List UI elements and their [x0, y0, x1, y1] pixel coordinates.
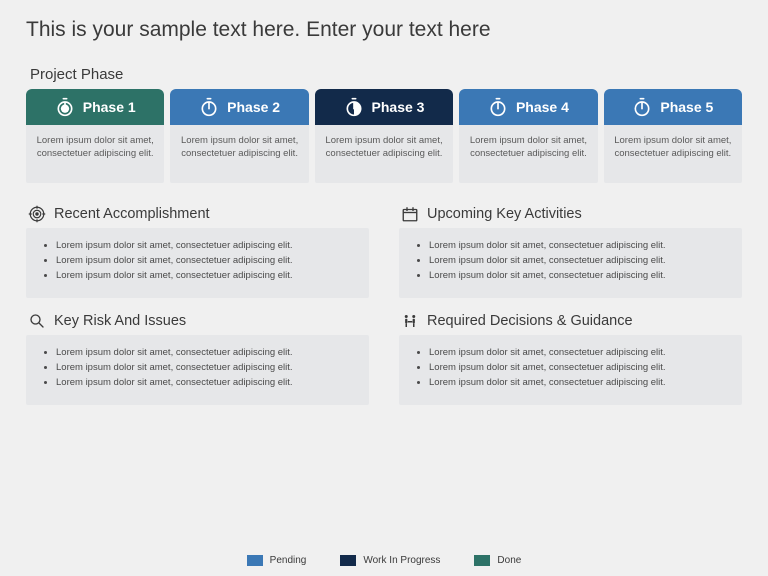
list-item: Lorem ipsum dolor sit amet, consectetuer…	[56, 253, 357, 268]
sections-grid: Recent Accomplishment Lorem ipsum dolor …	[26, 205, 742, 419]
phase-5-label: Phase 5	[660, 99, 713, 115]
project-phase-label: Project Phase	[30, 66, 742, 83]
phases-row: Phase 1 Lorem ipsum dolor sit amet, cons…	[26, 89, 742, 183]
list-item: Lorem ipsum dolor sit amet, consectetuer…	[56, 375, 357, 390]
section-upcoming-activities: Upcoming Key Activities Lorem ipsum dolo…	[399, 205, 742, 298]
legend-done: Done	[474, 555, 521, 566]
phase-1-desc: Lorem ipsum dolor sit amet, consectetuer…	[26, 125, 164, 183]
phase-1: Phase 1 Lorem ipsum dolor sit amet, cons…	[26, 89, 164, 183]
list-item: Lorem ipsum dolor sit amet, consectetuer…	[56, 360, 357, 375]
list-item: Lorem ipsum dolor sit amet, consectetuer…	[429, 253, 730, 268]
people-meeting-icon	[401, 312, 419, 330]
phase-3-header: Phase 3	[315, 89, 453, 125]
section-title: Key Risk And Issues	[54, 313, 186, 329]
list-item: Lorem ipsum dolor sit amet, consectetuer…	[429, 268, 730, 283]
phase-1-header: Phase 1	[26, 89, 164, 125]
phase-2: Phase 2 Lorem ipsum dolor sit amet, cons…	[170, 89, 308, 183]
phase-2-desc: Lorem ipsum dolor sit amet, consectetuer…	[170, 125, 308, 183]
phase-4-header: Phase 4	[459, 89, 597, 125]
section-head: Recent Accomplishment	[26, 205, 369, 223]
section-head: Key Risk And Issues	[26, 312, 369, 330]
section-body: Lorem ipsum dolor sit amet, consectetuer…	[26, 228, 369, 298]
legend-wip: Work In Progress	[340, 555, 440, 566]
section-key-risk: Key Risk And Issues Lorem ipsum dolor si…	[26, 312, 369, 405]
legend-pending: Pending	[247, 555, 307, 566]
phase-2-header: Phase 2	[170, 89, 308, 125]
section-recent-accomplishment: Recent Accomplishment Lorem ipsum dolor …	[26, 205, 369, 298]
section-title: Required Decisions & Guidance	[427, 313, 633, 329]
sections-left-col: Recent Accomplishment Lorem ipsum dolor …	[26, 205, 369, 419]
legend-swatch	[474, 555, 490, 566]
section-head: Required Decisions & Guidance	[399, 312, 742, 330]
phase-3-label: Phase 3	[372, 99, 425, 115]
section-title: Recent Accomplishment	[54, 206, 210, 222]
section-head: Upcoming Key Activities	[399, 205, 742, 223]
phase-5-desc: Lorem ipsum dolor sit amet, consectetuer…	[604, 125, 742, 183]
list-item: Lorem ipsum dolor sit amet, consectetuer…	[56, 238, 357, 253]
stopwatch-icon	[488, 97, 508, 117]
list-item: Lorem ipsum dolor sit amet, consectetuer…	[429, 375, 730, 390]
phase-4-label: Phase 4	[516, 99, 569, 115]
legend-label: Work In Progress	[363, 555, 440, 566]
list-item: Lorem ipsum dolor sit amet, consectetuer…	[429, 360, 730, 375]
calendar-icon	[401, 205, 419, 223]
section-required-decisions: Required Decisions & Guidance Lorem ipsu…	[399, 312, 742, 405]
stopwatch-icon	[632, 97, 652, 117]
stopwatch-icon	[199, 97, 219, 117]
list-item: Lorem ipsum dolor sit amet, consectetuer…	[56, 268, 357, 283]
phase-4: Phase 4 Lorem ipsum dolor sit amet, cons…	[459, 89, 597, 183]
phase-2-label: Phase 2	[227, 99, 280, 115]
phase-3: Phase 3 Lorem ipsum dolor sit amet, cons…	[315, 89, 453, 183]
phase-3-desc: Lorem ipsum dolor sit amet, consectetuer…	[315, 125, 453, 183]
phase-5-header: Phase 5	[604, 89, 742, 125]
page-title: This is your sample text here. Enter you…	[26, 18, 742, 42]
list-item: Lorem ipsum dolor sit amet, consectetuer…	[429, 345, 730, 360]
legend-label: Pending	[270, 555, 307, 566]
sections-right-col: Upcoming Key Activities Lorem ipsum dolo…	[399, 205, 742, 419]
list-item: Lorem ipsum dolor sit amet, consectetuer…	[56, 345, 357, 360]
stopwatch-icon	[344, 97, 364, 117]
stopwatch-icon	[55, 97, 75, 117]
section-title: Upcoming Key Activities	[427, 206, 582, 222]
legend-label: Done	[497, 555, 521, 566]
section-body: Lorem ipsum dolor sit amet, consectetuer…	[399, 335, 742, 405]
legend-swatch	[340, 555, 356, 566]
phase-1-label: Phase 1	[83, 99, 136, 115]
section-body: Lorem ipsum dolor sit amet, consectetuer…	[399, 228, 742, 298]
magnifier-icon	[28, 312, 46, 330]
section-body: Lorem ipsum dolor sit amet, consectetuer…	[26, 335, 369, 405]
legend: Pending Work In Progress Done	[0, 555, 768, 566]
phase-5: Phase 5 Lorem ipsum dolor sit amet, cons…	[604, 89, 742, 183]
legend-swatch	[247, 555, 263, 566]
target-icon	[28, 205, 46, 223]
list-item: Lorem ipsum dolor sit amet, consectetuer…	[429, 238, 730, 253]
phase-4-desc: Lorem ipsum dolor sit amet, consectetuer…	[459, 125, 597, 183]
